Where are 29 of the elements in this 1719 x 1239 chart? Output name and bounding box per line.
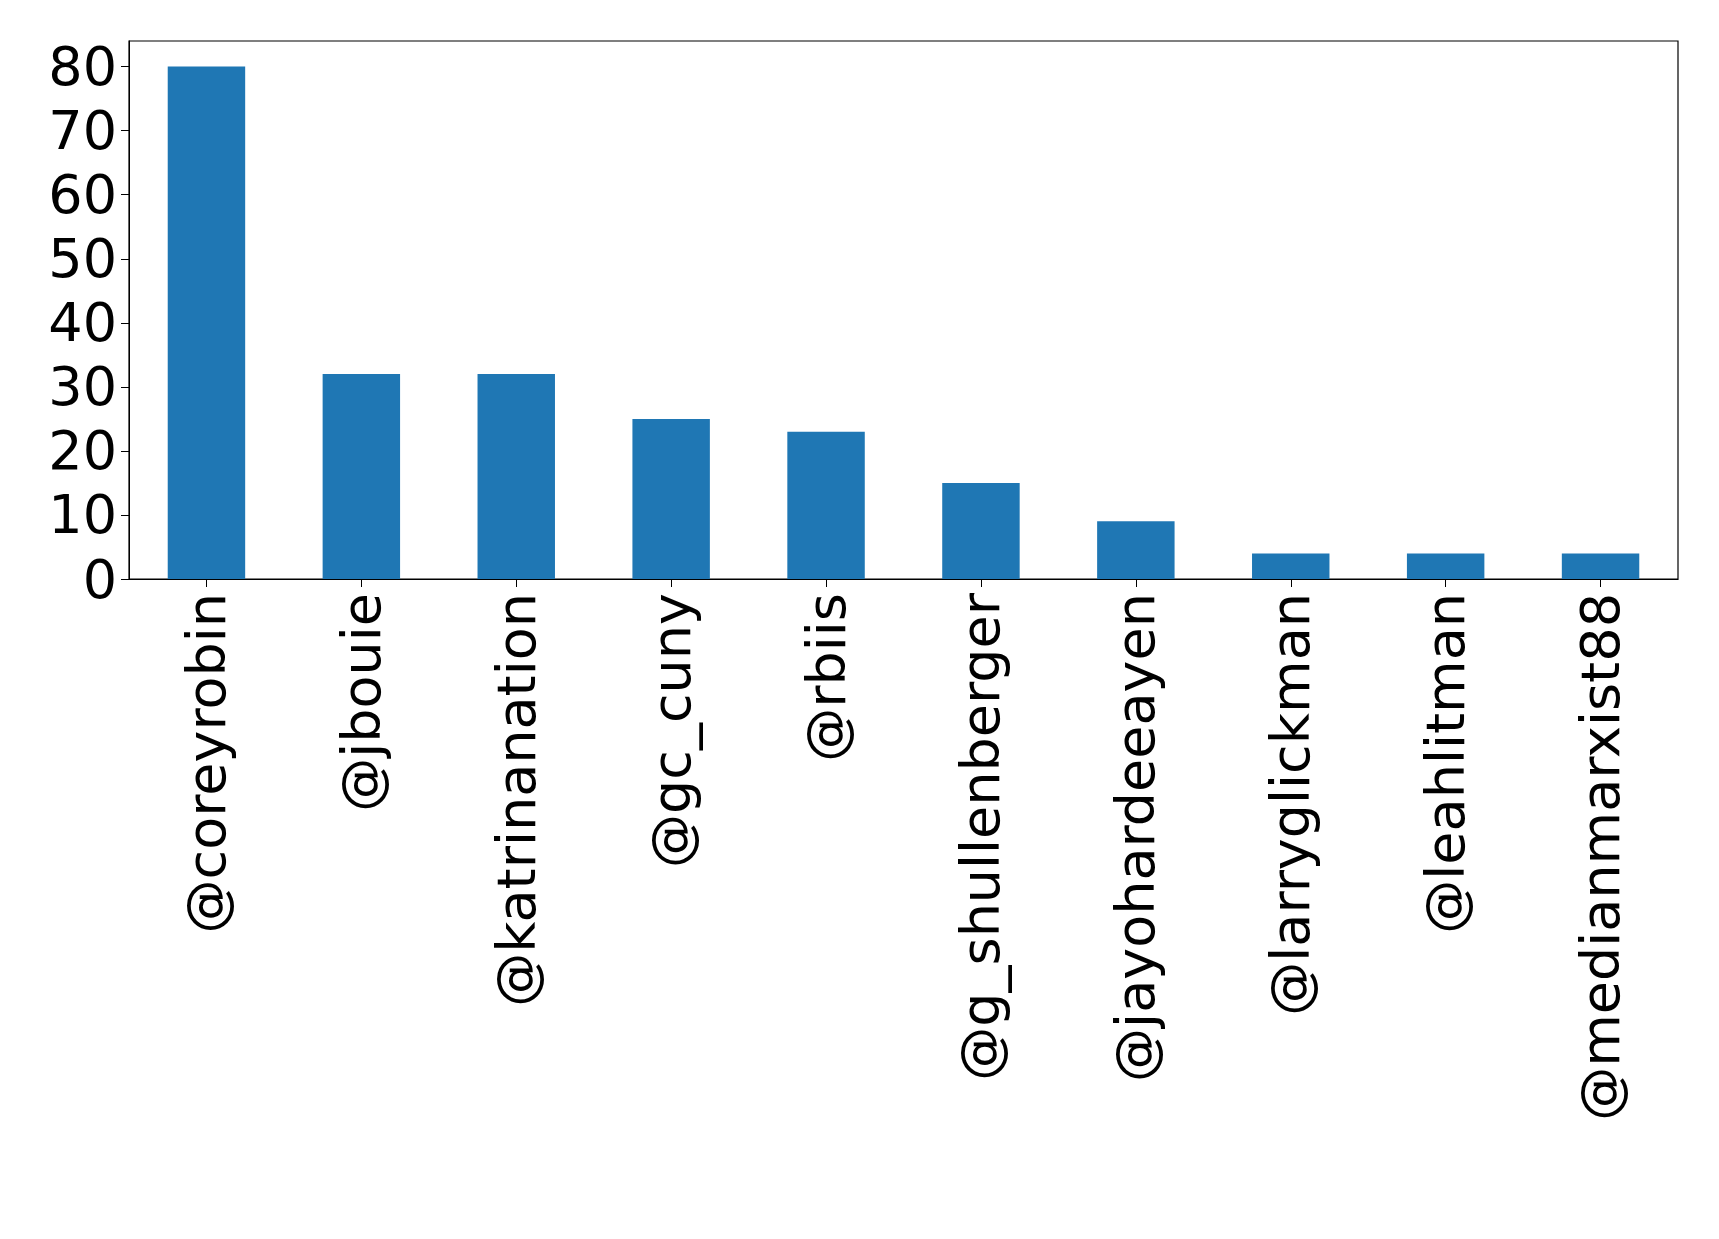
- bar: [787, 431, 865, 579]
- x-tick-label: @leahlitman: [1414, 593, 1478, 934]
- bar: [167, 66, 246, 579]
- x-tick-label: @katrinanation: [484, 593, 548, 1007]
- y-tick-label: 0: [82, 547, 117, 611]
- y-tick-label: 20: [48, 419, 117, 483]
- x-tick-label: @jayohardeeayen: [1104, 593, 1168, 1082]
- bar: [942, 482, 1020, 579]
- bar: [477, 374, 555, 579]
- x-tick-label: @g_shullenberger: [949, 592, 1013, 1081]
- x-tick-label: @coreyrobin: [174, 593, 238, 934]
- y-tick-label: 60: [48, 163, 117, 227]
- x-tick-label: @larryglickman: [1259, 593, 1323, 1016]
- bar: [322, 374, 401, 579]
- bar: [1252, 553, 1330, 579]
- x-tick-label: @rbiis: [794, 593, 858, 762]
- y-tick-label: 40: [48, 291, 117, 355]
- x-tick-label: @medianmarxist88: [1569, 593, 1633, 1121]
- bar: [632, 418, 710, 579]
- bar: [1561, 553, 1640, 579]
- x-tick-label: @gc_cuny: [639, 593, 703, 869]
- y-tick-label: 10: [48, 483, 117, 547]
- y-tick-label: 50: [48, 227, 117, 291]
- bar: [1097, 521, 1175, 579]
- x-tick-label: @jbouie: [329, 593, 393, 812]
- y-tick-label: 80: [48, 35, 117, 99]
- y-tick-label: 70: [48, 99, 117, 163]
- y-tick-label: 30: [48, 355, 117, 419]
- bar: [1406, 553, 1485, 579]
